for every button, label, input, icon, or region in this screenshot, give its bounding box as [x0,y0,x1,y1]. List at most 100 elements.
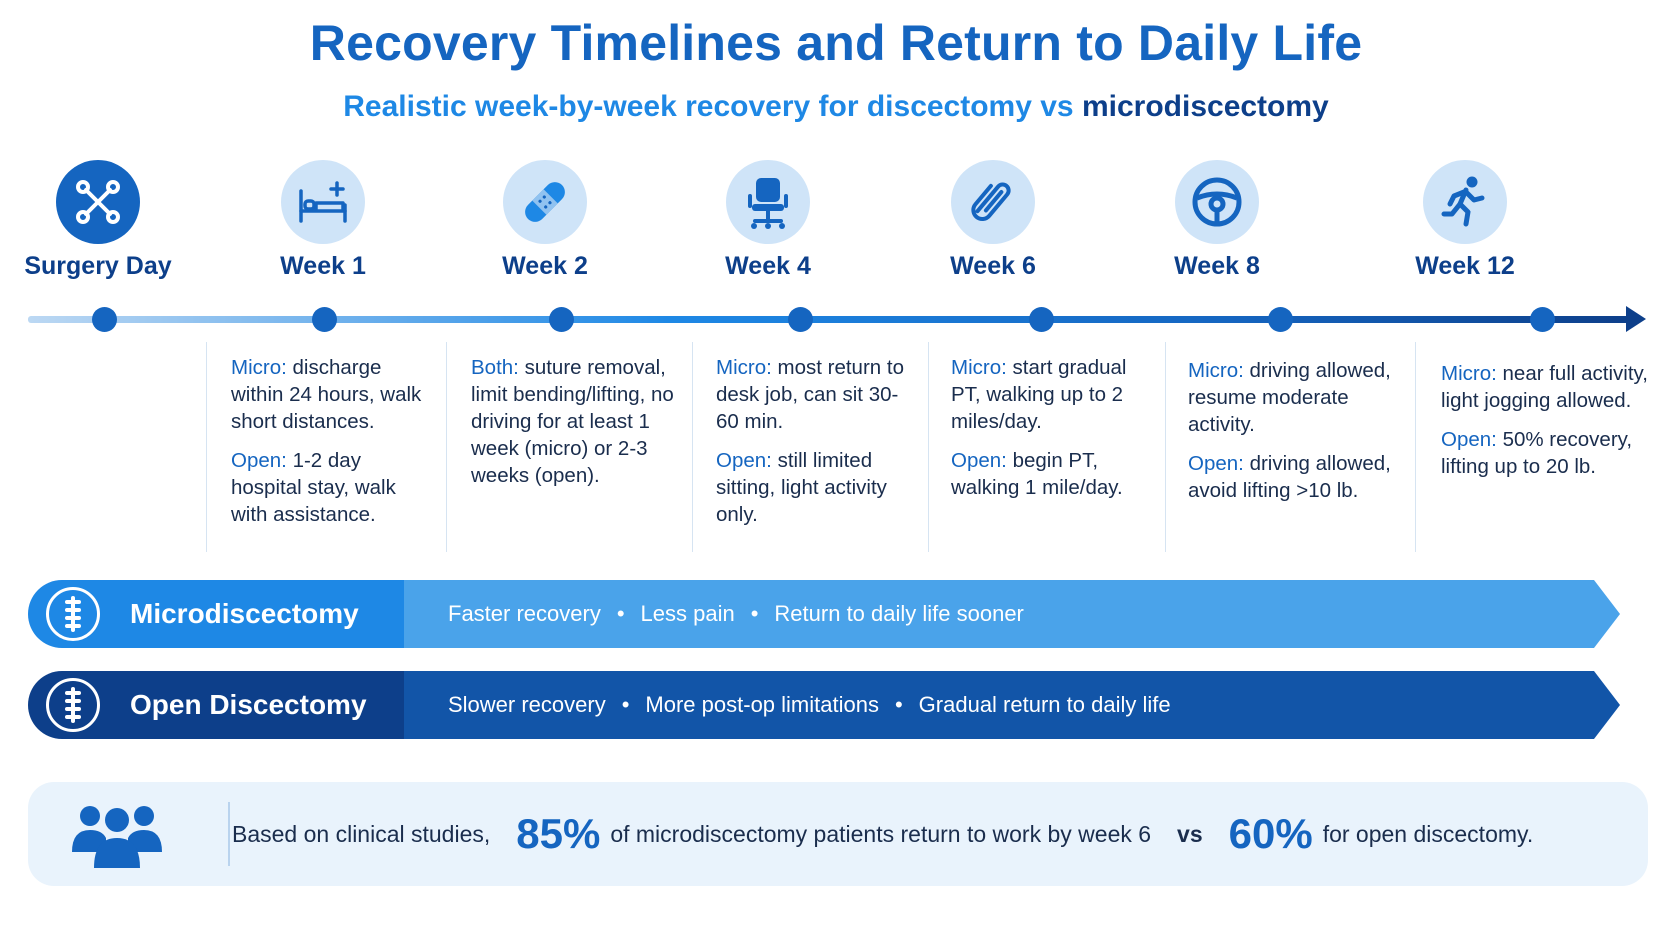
stage-week-8: Week 8 [1137,160,1297,281]
timeline-dot [1029,307,1054,332]
stage-week-4: Week 4 [688,160,848,281]
detail-week-6: Micro: start gradual PT, walking up to 2… [951,354,1151,513]
detail-week-1: Micro: discharge within 24 hours, walk s… [231,354,431,540]
detail-text: still limited sitting, light activity on… [716,449,887,526]
page-title: Recovery Timelines and Return to Daily L… [309,15,1363,71]
surgical-tools-icon [56,160,140,244]
detail-label: Micro: [951,356,1007,379]
timeline-dot [312,307,337,332]
band-points: Slower recovery • More post-op limitatio… [448,671,1171,739]
stage-label: Surgery Day [24,252,172,280]
stat-divider [228,802,230,866]
column-divider [1165,342,1166,552]
stat-text: Based on clinical studies, 85% of microd… [232,782,1533,886]
page-subtitle: Realistic week-by-week recovery for disc… [0,90,1672,124]
timeline-arrow-icon [1626,306,1646,332]
timeline-dot [549,307,574,332]
timeline-dot [92,307,117,332]
stage-label: Week 8 [1174,252,1260,280]
band-points: Faster recovery • Less pain • Return to … [448,580,1024,648]
band-point: Gradual return to daily life [918,692,1171,717]
stage-label: Week 2 [502,252,588,280]
band-point: Faster recovery [448,601,601,626]
spine-icon [46,678,100,732]
bullet: • [894,692,903,717]
bullet: • [621,692,630,717]
detail-week-4: Micro: most return to desk job, can sit … [716,354,916,540]
column-divider [928,342,929,552]
band-point: More post-op limitations [645,692,879,717]
detail-text: driving allowed, resume moderate activit… [1188,359,1391,436]
stage-label: Week 1 [280,252,366,280]
detail-label: Open: [1441,428,1497,451]
stat-micro-text: of microdiscectomy patients return to wo… [610,820,1152,847]
stage-surgery-day: Surgery Day [18,160,178,281]
spine-icon [46,587,100,641]
column-divider [446,342,447,552]
band-body: Faster recovery • Less pain • Return to … [404,580,1620,648]
detail-label: Micro: [1441,362,1497,385]
subtitle-emphasis: microdiscectomy [1081,90,1329,123]
stat-callout: Based on clinical studies, 85% of microd… [28,782,1648,886]
detail-text: near full activity, light jogging allowe… [1441,362,1648,412]
detail-label: Micro: [1188,359,1244,382]
stage-week-1: Week 1 [243,160,403,281]
detail-text: start gradual PT, walking up to 2 miles/… [951,356,1127,433]
detail-label: Open: [951,449,1007,472]
stage-week-6: Week 6 [913,160,1073,281]
detail-label: Micro: [231,356,287,379]
stage-week-12: Week 12 [1385,160,1545,281]
detail-label: Open: [1188,452,1244,475]
subtitle-lead: Realistic week-by-week recovery for disc… [343,90,1074,123]
band-arrow-shape [404,671,1620,739]
bullet: • [750,601,759,626]
detail-text: driving allowed, avoid lifting >10 lb. [1188,452,1391,502]
stat-open-text: for open discectomy. [1322,820,1534,847]
band-label: Open Discectomy [28,671,404,739]
steering-wheel-icon [1175,160,1259,244]
detail-text: 50% recovery, lifting up to 20 lb. [1441,428,1633,478]
stat-micro-percent: 85% [516,810,601,857]
stat-prefix: Based on clinical studies, [232,820,491,847]
column-divider [1415,342,1416,552]
band-body: Slower recovery • More post-op limitatio… [404,671,1620,739]
timeline-dot [1268,307,1293,332]
column-divider [206,342,207,552]
stage-week-2: Week 2 [465,160,625,281]
band-name: Open Discectomy [130,689,367,720]
detail-text: most return to desk job, can sit 30-60 m… [716,356,904,433]
band-point: Slower recovery [448,692,606,717]
detail-text: suture removal, limit bending/lifting, n… [471,356,674,487]
stage-label: Week 12 [1415,252,1515,280]
hospital-bed-icon [281,160,365,244]
detail-text: begin PT, walking 1 mile/day. [951,449,1123,499]
band-arrow-shape [404,580,1620,648]
detail-label: Open: [716,449,772,472]
office-chair-icon [726,160,810,244]
band-point: Less pain [640,601,735,626]
detail-label: Micro: [716,356,772,379]
detail-week-8: Micro: driving allowed, resume moderate … [1188,357,1398,516]
detail-text: discharge within 24 hours, walk short di… [231,356,422,433]
band-point: Return to daily life sooner [774,601,1024,626]
detail-text: 1-2 day hospital stay, walk with assista… [231,449,396,526]
bandage-icon [503,160,587,244]
stat-open-percent: 60% [1228,810,1313,857]
stage-label: Week 6 [950,252,1036,280]
detail-week-2: Both: suture removal, limit bending/lift… [471,354,677,501]
bullet: • [616,601,625,626]
band-name: Microdiscectomy [130,598,359,629]
timeline-dot [1530,307,1555,332]
detail-label: Open: [231,449,287,472]
detail-label: Both: [471,356,519,379]
timeline-dot [788,307,813,332]
band-label: Microdiscectomy [28,580,404,648]
running-person-icon [1423,160,1507,244]
timeline-line [28,316,1630,323]
people-group-icon [72,802,162,873]
paperclip-icon [951,160,1035,244]
stage-label: Week 4 [725,252,811,280]
detail-week-12: Micro: near full activity, light jogging… [1441,360,1655,492]
stat-vs: vs [1177,820,1203,847]
column-divider [692,342,693,552]
